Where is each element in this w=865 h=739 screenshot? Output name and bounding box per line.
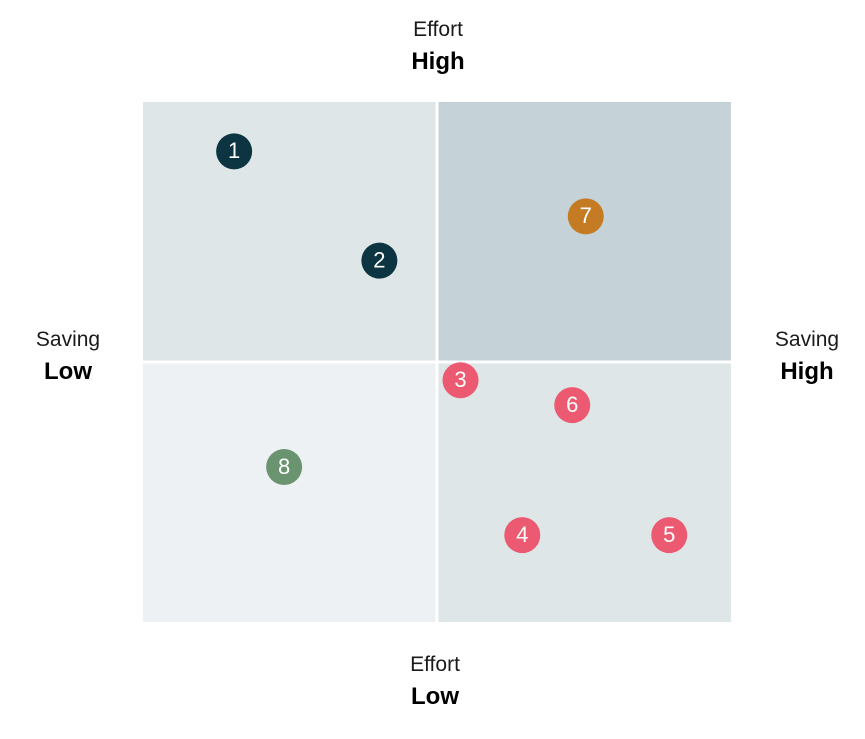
y-axis-name-top: Effort — [413, 18, 463, 41]
data-point-marker — [442, 362, 479, 399]
data-point-7: 7 — [567, 198, 604, 235]
x-axis-name-left: Saving — [35, 328, 101, 351]
data-point-label: 2 — [373, 247, 385, 272]
y-axis-name-bottom: Effort — [410, 653, 460, 676]
data-point-label: 4 — [516, 522, 528, 547]
data-point-label: 1 — [228, 138, 240, 163]
data-point-8: 8 — [266, 449, 303, 486]
data-point-label: 7 — [580, 203, 592, 228]
data-point-1: 1 — [216, 133, 253, 170]
y-axis-low-level: Low — [411, 683, 459, 710]
quadrant-top-left — [143, 102, 437, 362]
data-point-5: 5 — [651, 517, 688, 554]
x-axis-low-label: Saving Low — [8, 329, 128, 384]
y-axis-high-label: Effort High — [338, 19, 538, 74]
data-point-4: 4 — [504, 517, 541, 554]
data-point-marker — [216, 133, 253, 170]
y-axis-low-label: Effort Low — [335, 654, 535, 709]
data-point-2: 2 — [361, 242, 398, 279]
x-axis-high-label: Saving High — [747, 329, 865, 384]
data-point-6: 6 — [554, 387, 591, 424]
data-point-marker — [651, 517, 688, 554]
data-point-marker — [361, 242, 398, 279]
data-point-marker — [504, 517, 541, 554]
x-axis-low-level: Low — [44, 358, 92, 385]
data-point-label: 5 — [663, 522, 675, 547]
quadrant-bottom-left — [143, 362, 437, 622]
data-point-marker — [266, 449, 303, 486]
data-point-marker — [567, 198, 604, 235]
data-point-3: 3 — [442, 362, 479, 399]
data-point-marker — [554, 387, 591, 424]
x-axis-high-level: High — [780, 358, 834, 385]
data-point-label: 6 — [566, 392, 578, 417]
x-axis-name-right: Saving — [774, 328, 840, 351]
y-axis-high-level: High — [411, 48, 465, 75]
data-point-label: 8 — [278, 454, 290, 479]
data-point-label: 3 — [454, 367, 466, 392]
